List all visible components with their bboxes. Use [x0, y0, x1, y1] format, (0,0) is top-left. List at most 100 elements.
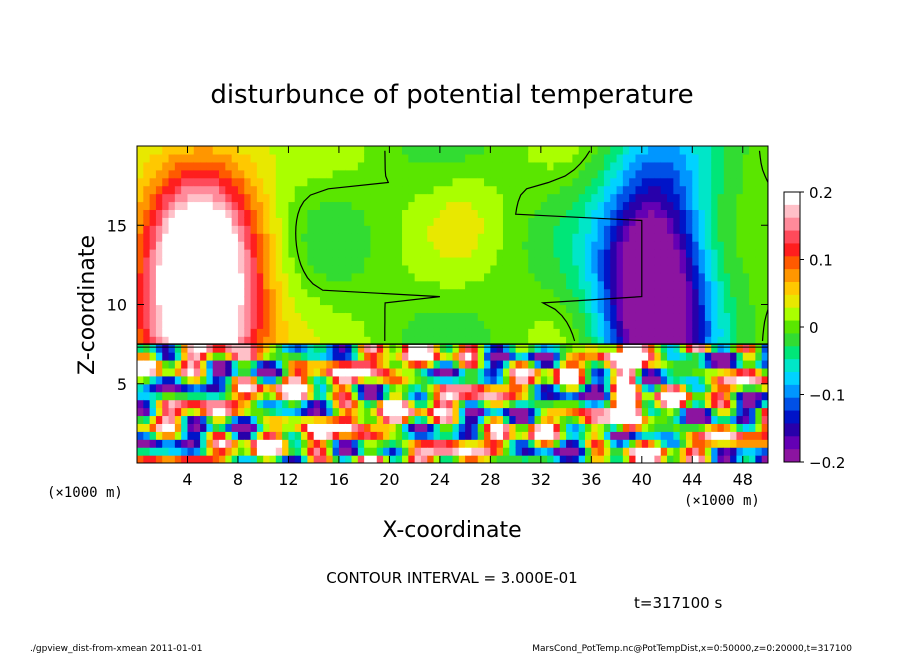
heatmap-cell	[629, 383, 637, 393]
heatmap-cell	[509, 375, 517, 385]
heatmap-cell	[755, 288, 763, 298]
heatmap-cell	[540, 312, 548, 321]
heatmap-cell	[244, 367, 252, 377]
heatmap-cell	[263, 391, 271, 401]
heatmap-cell	[521, 288, 529, 298]
heatmap-cell	[225, 146, 233, 155]
heatmap-cell	[591, 146, 599, 155]
heatmap-cell	[187, 415, 195, 424]
heatmap-cell	[622, 304, 630, 314]
heatmap-cell	[465, 177, 473, 187]
heatmap-cell	[275, 336, 283, 345]
heatmap-cell	[168, 193, 176, 203]
heatmap-cell	[301, 423, 308, 432]
heatmap-cell	[490, 344, 498, 353]
heatmap-cell	[288, 383, 296, 393]
heatmap-cell	[490, 264, 498, 274]
heatmap-cell	[376, 217, 384, 226]
heatmap-cell	[174, 352, 182, 361]
heatmap-cell	[162, 439, 170, 448]
heatmap-cell	[648, 328, 656, 337]
heatmap-cell	[761, 146, 768, 155]
heatmap-cell	[319, 391, 327, 401]
heatmap-cell	[610, 312, 618, 321]
heatmap-cell	[402, 169, 409, 179]
heatmap-cell	[446, 146, 454, 155]
heatmap-cell	[414, 431, 422, 440]
heatmap-cell	[370, 177, 378, 187]
heatmap-cell	[534, 185, 542, 195]
heatmap-cell	[578, 233, 586, 242]
heatmap-cell	[490, 177, 498, 187]
heatmap-cell	[326, 344, 334, 353]
heatmap-cell	[319, 336, 327, 345]
heatmap-cell	[477, 296, 485, 306]
heatmap-cell	[143, 336, 151, 345]
heatmap-cell	[200, 161, 208, 171]
heatmap-cell	[755, 344, 763, 353]
heatmap-cell	[742, 447, 750, 456]
heatmap-cell	[193, 304, 201, 314]
heatmap-cell	[723, 336, 731, 345]
heatmap-cell	[679, 447, 687, 456]
heatmap-cell	[509, 304, 517, 314]
heatmap-cell	[250, 225, 258, 234]
heatmap-cell	[282, 415, 290, 424]
heatmap-cell	[294, 352, 302, 361]
colorbar-swatch	[784, 256, 800, 270]
heatmap-cell	[250, 233, 258, 242]
heatmap-cell	[471, 439, 479, 448]
heatmap-cell	[332, 359, 340, 369]
heatmap-cell	[578, 391, 586, 401]
heatmap-cell	[143, 225, 151, 234]
heatmap-cell	[231, 447, 239, 456]
heatmap-cell	[572, 217, 580, 226]
heatmap-cell	[301, 304, 308, 314]
heatmap-cell	[515, 161, 523, 171]
heatmap-cell	[433, 320, 441, 329]
heatmap-cell	[749, 256, 756, 266]
heatmap-cell	[566, 225, 573, 234]
heatmap-cell	[502, 209, 510, 218]
heatmap-cell	[364, 431, 372, 440]
heatmap-cell	[496, 407, 504, 417]
heatmap-cell	[301, 288, 308, 298]
heatmap-cell	[219, 320, 226, 329]
heatmap-cell	[237, 312, 245, 321]
heatmap-cell	[458, 423, 466, 432]
heatmap-cell	[326, 161, 334, 171]
heatmap-cell	[288, 328, 296, 337]
heatmap-cell	[137, 423, 144, 432]
heatmap-cell	[509, 217, 517, 226]
heatmap-cell	[591, 296, 599, 306]
heatmap-cell	[749, 209, 756, 218]
heatmap-cell	[616, 383, 624, 393]
heatmap-cell	[521, 431, 529, 440]
heatmap-cell	[193, 328, 201, 337]
heatmap-cell	[761, 233, 768, 242]
heatmap-cell	[345, 367, 353, 377]
heatmap-cell	[187, 249, 195, 258]
heatmap-cell	[616, 161, 624, 171]
heatmap-cell	[225, 169, 233, 179]
heatmap-cell	[294, 455, 302, 463]
heatmap-cell	[685, 367, 693, 377]
heatmap-cell	[597, 264, 605, 274]
heatmap-cell	[427, 296, 435, 306]
heatmap-cell	[294, 280, 302, 290]
heatmap-cell	[515, 455, 523, 463]
heatmap-cell	[162, 304, 170, 314]
heatmap-cell	[660, 233, 668, 242]
heatmap-cell	[540, 153, 548, 163]
heatmap-cell	[414, 383, 422, 393]
heatmap-cell	[332, 177, 340, 187]
heatmap-cell	[641, 146, 649, 155]
heatmap-cell	[275, 249, 283, 258]
heatmap-cell	[231, 177, 239, 187]
heatmap-cell	[591, 320, 599, 329]
heatmap-cell	[616, 217, 624, 226]
heatmap-cell	[351, 320, 359, 329]
heatmap-cell	[345, 359, 353, 369]
heatmap-cell	[137, 169, 144, 179]
heatmap-cell	[597, 407, 605, 417]
